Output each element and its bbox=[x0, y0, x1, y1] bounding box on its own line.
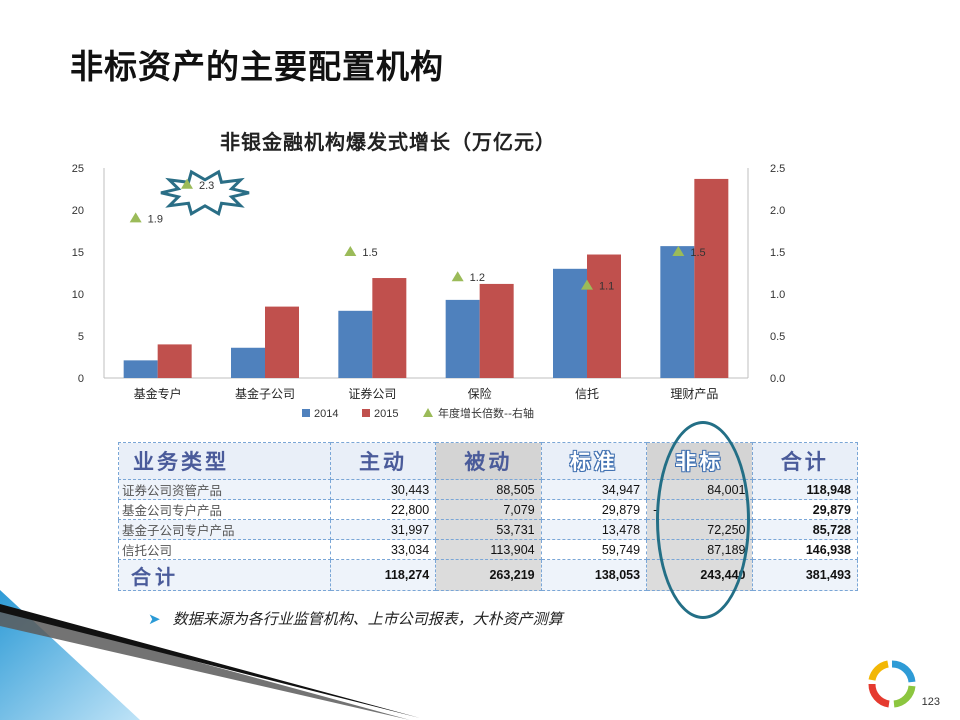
corner-decoration bbox=[0, 590, 420, 720]
growth-marker bbox=[344, 246, 357, 256]
category-label: 证券公司 bbox=[348, 386, 396, 401]
arrow-bullet-icon: ➤ bbox=[148, 609, 161, 628]
y-left-tick-label: 5 bbox=[78, 331, 84, 343]
row-name: 基金子公司专户产品 bbox=[118, 519, 331, 540]
header-total: 合计 bbox=[751, 442, 859, 480]
y-left-tick-label: 20 bbox=[72, 205, 84, 217]
y-right-tick-label: 2.0 bbox=[770, 205, 785, 217]
y-right-tick-label: 0.5 bbox=[770, 331, 785, 343]
nonstandard-highlight-oval bbox=[656, 421, 750, 619]
cell-passive: 113,904 bbox=[435, 539, 542, 560]
y-left-tick-label: 10 bbox=[72, 289, 84, 301]
y-left-tick-label: 0 bbox=[78, 373, 84, 385]
bar-2014 bbox=[123, 360, 158, 378]
y-left-tick-label: 25 bbox=[72, 163, 84, 175]
category-label: 信托 bbox=[575, 387, 599, 401]
growth-marker bbox=[181, 178, 193, 189]
bar-2014 bbox=[231, 347, 265, 378]
page-number: 123 bbox=[921, 696, 940, 708]
header-active: 主动 bbox=[329, 442, 437, 480]
growth-label: 1.5 bbox=[690, 247, 705, 259]
cell-standard: 29,879 bbox=[540, 499, 648, 520]
growth-marker bbox=[672, 246, 685, 256]
category-label: 理财产品 bbox=[670, 387, 718, 401]
bar-2015 bbox=[372, 278, 407, 378]
cell-active: 22,800 bbox=[329, 499, 437, 520]
legend-label-growth: 年度增长倍数--右轴 bbox=[438, 406, 534, 420]
y-left-tick-label: 15 bbox=[72, 247, 84, 259]
cell-total: 29,879 bbox=[751, 499, 859, 520]
growth-label: 1.2 bbox=[470, 272, 485, 284]
cell-total: 118,948 bbox=[751, 479, 859, 500]
growth-marker bbox=[581, 279, 593, 290]
cell-standard: 34,947 bbox=[540, 479, 648, 500]
cell-total: 146,938 bbox=[751, 539, 859, 560]
bar-2015 bbox=[479, 283, 514, 378]
row-name: 基金公司专户产品 bbox=[118, 499, 331, 520]
company-logo bbox=[868, 660, 916, 708]
slide-title: 非标资产的主要配置机构 bbox=[70, 47, 444, 86]
bar-2014 bbox=[553, 268, 587, 378]
table-header-row: 业务类型 主动 被动 标准 非标 合计 bbox=[118, 442, 859, 480]
header-passive: 被动 bbox=[435, 442, 542, 480]
total-passive: 263,219 bbox=[435, 559, 542, 591]
legend-swatch-growth bbox=[423, 408, 433, 417]
source-note: ➤ 数据来源为各行业监管机构、上市公司报表，大朴资产测算 bbox=[148, 608, 563, 629]
header-standard: 标准 bbox=[540, 442, 648, 480]
legend-swatch-2015 bbox=[362, 409, 370, 417]
row-name: 证券公司资管产品 bbox=[118, 479, 331, 500]
growth-label: 1.1 bbox=[599, 281, 614, 293]
legend-label-2015: 2015 bbox=[374, 408, 398, 420]
cell-total: 85,728 bbox=[751, 519, 859, 540]
table-total-row: 合计 118,274 263,219 138,053 243,440 381,4… bbox=[118, 559, 859, 591]
bar-2015 bbox=[265, 306, 299, 378]
row-name: 信托公司 bbox=[118, 539, 331, 560]
y-right-tick-label: 1.5 bbox=[770, 247, 785, 259]
cell-standard: 13,478 bbox=[540, 519, 648, 540]
cell-active: 33,034 bbox=[329, 539, 437, 560]
cell-passive: 53,731 bbox=[435, 519, 542, 540]
total-total: 381,493 bbox=[751, 559, 859, 591]
allocation-table: 业务类型 主动 被动 标准 非标 合计 证券公司资管产品 30,443 88,5… bbox=[118, 442, 859, 591]
total-active: 118,274 bbox=[329, 559, 437, 591]
cell-standard: 59,749 bbox=[540, 539, 648, 560]
growth-label: 2.3 bbox=[199, 180, 214, 192]
chart-title: 非银金融机构爆发式增长（万亿元） bbox=[220, 130, 556, 154]
y-right-tick-label: 1.0 bbox=[770, 289, 785, 301]
header-business-type: 业务类型 bbox=[118, 442, 331, 480]
category-label: 基金专户 bbox=[134, 386, 182, 401]
bar-2014 bbox=[445, 299, 480, 378]
bar-2014 bbox=[338, 310, 373, 378]
growth-label: 1.5 bbox=[362, 247, 377, 259]
bar-2015 bbox=[157, 344, 192, 378]
growth-marker bbox=[451, 271, 464, 282]
cell-passive: 7,079 bbox=[435, 499, 542, 520]
total-row-name: 合计 bbox=[118, 559, 331, 591]
bar-2015 bbox=[587, 254, 621, 378]
cell-active: 30,443 bbox=[329, 479, 437, 500]
bar-2015 bbox=[694, 178, 729, 378]
growth-label: 1.9 bbox=[148, 213, 163, 225]
bar-2014 bbox=[660, 246, 695, 378]
cell-passive: 88,505 bbox=[435, 479, 542, 500]
source-note-text: 数据来源为各行业监管机构、上市公司报表，大朴资产测算 bbox=[172, 610, 563, 628]
bar-chart: 0 5 10 15 20 25 0.0 0.5 1.0 1.5 2.0 2.5 基金专户 1.9 基金子公司… bbox=[72, 163, 786, 420]
total-standard: 138,053 bbox=[540, 559, 648, 591]
category-label: 保险 bbox=[468, 386, 492, 401]
legend-swatch-2014 bbox=[302, 409, 310, 417]
y-right-tick-label: 2.5 bbox=[770, 163, 785, 175]
growth-marker bbox=[129, 212, 142, 223]
cell-active: 31,997 bbox=[329, 519, 437, 540]
category-label: 基金子公司 bbox=[235, 386, 295, 401]
highlight-starburst bbox=[160, 169, 250, 216]
y-right-tick-label: 0.0 bbox=[770, 373, 785, 385]
legend-label-2014: 2014 bbox=[314, 408, 338, 420]
